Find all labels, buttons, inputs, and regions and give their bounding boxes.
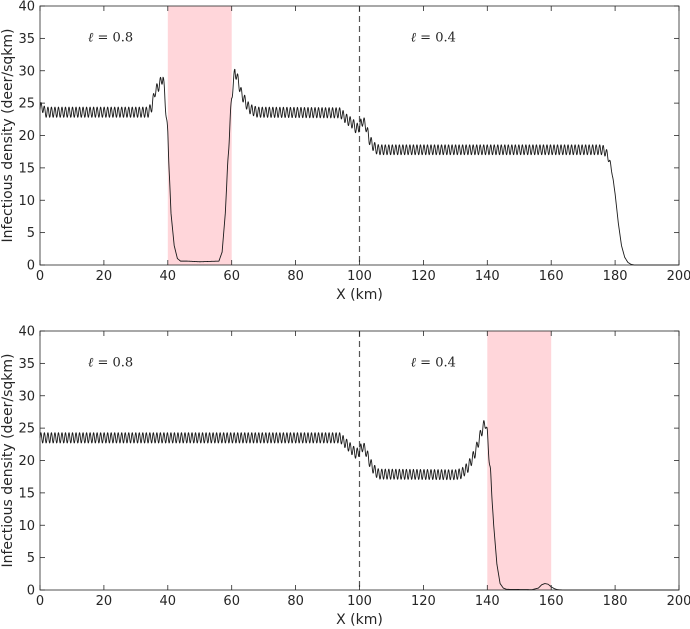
x-tick-label: 180 — [603, 269, 628, 284]
x-tick-label: 40 — [160, 594, 177, 609]
y-axis-label: Infectious density (deer/sqkm) — [0, 353, 16, 567]
x-tick-label: 60 — [223, 594, 240, 609]
y-tick-label: 25 — [18, 97, 35, 112]
chart-panel-1: 0 20 40 60 80 100 120 140 160 180 200 0 5 10 15 20 25 30 3… — [0, 0, 690, 303]
x-tick-label: 20 — [96, 594, 113, 609]
ell-symbol: ℓ — [411, 31, 417, 46]
y-tick-label: 0 — [27, 259, 35, 274]
y-tick-label: 5 — [27, 551, 35, 566]
x-tick-label: 0 — [36, 269, 44, 284]
y-axis-label: Infectious density (deer/sqkm) — [0, 28, 16, 242]
x-tick-label: 60 — [223, 269, 240, 284]
annotation-ell: ℓ = 0.4 — [411, 356, 456, 371]
x-tick-label: 180 — [603, 594, 628, 609]
ell-value: = 0.8 — [93, 356, 133, 371]
x-tick-label: 80 — [287, 269, 304, 284]
y-tick-label: 10 — [18, 519, 35, 534]
y-tick-label: 35 — [18, 32, 35, 47]
x-tick-label: 100 — [347, 594, 372, 609]
y-tick-label: 40 — [18, 0, 35, 15]
x-tick-label: 200 — [667, 269, 690, 284]
y-tick-label: 35 — [18, 357, 35, 372]
y-tick-label: 5 — [27, 226, 35, 241]
annotation-ell: ℓ = 0.8 — [88, 31, 133, 46]
y-tick-label: 30 — [18, 389, 35, 404]
y-tick-label: 30 — [18, 64, 35, 79]
y-tick-label: 40 — [18, 325, 35, 340]
x-tick-label: 140 — [475, 594, 500, 609]
y-tick-label: 20 — [18, 129, 35, 144]
x-tick-label: 0 — [36, 594, 44, 609]
ell-value: = 0.4 — [416, 31, 456, 46]
series-line — [39, 68, 680, 266]
ell-symbol: ℓ — [411, 356, 417, 371]
shaded-region — [487, 331, 552, 590]
x-axis-label: X (km) — [336, 287, 383, 303]
annotation-ell: ℓ = 0.8 — [88, 356, 133, 371]
x-tick-label: 160 — [539, 269, 564, 284]
x-tick-label: 20 — [96, 269, 113, 284]
chart-panel-2: 0 20 40 60 80 100 120 140 160 180 200 0 5 10 15 20 25 30 3… — [0, 325, 690, 629]
y-tick-label: 0 — [27, 584, 35, 599]
ell-value: = 0.4 — [416, 356, 456, 371]
x-tick-label: 120 — [411, 594, 436, 609]
x-tick-label: 40 — [160, 269, 177, 284]
y-tick-label: 10 — [18, 194, 35, 209]
y-tick-label: 15 — [18, 161, 35, 176]
x-tick-label: 100 — [347, 269, 372, 284]
x-tick-label: 200 — [667, 594, 690, 609]
x-tick-label: 160 — [539, 594, 564, 609]
ell-symbol: ℓ — [88, 356, 94, 371]
ell-symbol: ℓ — [88, 31, 94, 46]
y-tick-label: 15 — [18, 486, 35, 501]
y-tick-label: 20 — [18, 454, 35, 469]
y-tick-label: 25 — [18, 422, 35, 437]
shaded-region — [167, 6, 232, 265]
x-tick-label: 120 — [411, 269, 436, 284]
x-axis-label: X (km) — [336, 612, 383, 628]
ell-value: = 0.8 — [93, 31, 133, 46]
x-tick-label: 140 — [475, 269, 500, 284]
annotation-ell: ℓ = 0.4 — [411, 31, 456, 46]
x-tick-label: 80 — [287, 594, 304, 609]
